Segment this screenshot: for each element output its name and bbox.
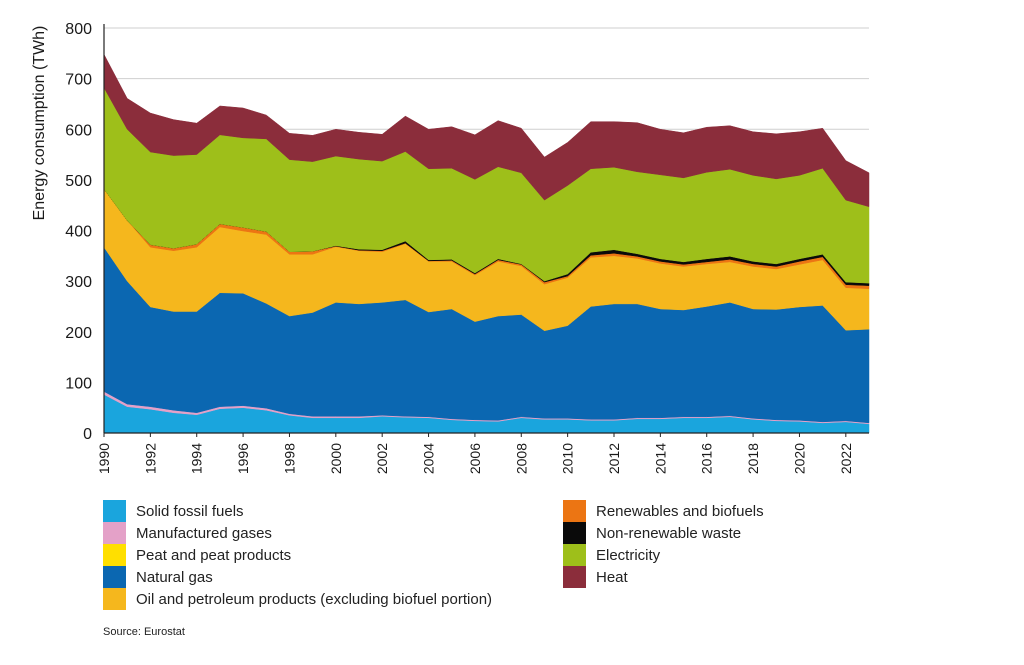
legend-label: Manufactured gases (136, 524, 272, 542)
legend-swatch (103, 544, 126, 566)
x-tick-label: 2018 (745, 443, 761, 474)
legend-swatch (103, 588, 126, 610)
legend-item-electricity: Electricity (563, 544, 660, 566)
legend-swatch (563, 566, 586, 588)
legend-swatch (563, 522, 586, 544)
x-tick-label: 2014 (652, 443, 668, 474)
x-tick-label: 1992 (142, 443, 158, 474)
legend-swatch (103, 566, 126, 588)
y-tick-label: 200 (65, 325, 92, 342)
y-tick-label: 100 (65, 375, 92, 392)
x-tick-label: 2000 (328, 443, 344, 474)
legend: Solid fossil fuels Manufactured gases Pe… (0, 500, 1024, 620)
legend-label: Renewables and biofuels (596, 502, 764, 520)
x-tick-label: 1998 (281, 443, 297, 474)
y-tick-label: 800 (65, 21, 92, 38)
x-tick-label: 2012 (606, 443, 622, 474)
x-tick-label: 2008 (513, 443, 529, 474)
x-tick-labels: 1990 1992 1994 1996 1998 2000 2002 2004 2006 2008… (96, 433, 854, 474)
legend-label: Heat (596, 568, 628, 586)
area-series-group (103, 54, 870, 434)
legend-item-non-renewable-waste: Non-renewable waste (563, 522, 741, 544)
axes (103, 24, 869, 434)
x-tick-label: 2006 (467, 443, 483, 474)
legend-item-heat: Heat (563, 566, 628, 588)
legend-label: Oil and petroleum products (excluding bi… (136, 590, 493, 608)
y-tick-label: 300 (65, 274, 92, 291)
legend-label: Solid fossil fuels (136, 502, 244, 520)
y-tick-label: 400 (65, 224, 92, 241)
legend-item-natural-gas: Natural gas (103, 566, 213, 588)
legend-swatch (563, 544, 586, 566)
y-tick-label: 600 (65, 122, 92, 139)
legend-swatch (563, 500, 586, 522)
x-tick-label: 2022 (838, 443, 854, 474)
y-axis-label: Energy consumption (TWh) (31, 26, 48, 221)
x-tick-label: 1996 (235, 443, 251, 474)
x-tick-label: 2020 (791, 443, 807, 474)
legend-label: Peat and peat products (136, 546, 292, 564)
legend-swatch (103, 500, 126, 522)
x-tick-label: 1994 (189, 443, 205, 474)
source-note: Source: Eurostat (103, 626, 185, 638)
legend-item-peat: Peat and peat products (103, 544, 291, 566)
legend-item-oil: Oil and petroleum products (excluding bi… (103, 588, 492, 610)
x-tick-label: 2016 (699, 443, 715, 474)
legend-label: Non-renewable waste (596, 524, 742, 542)
y-tick-label: 0 (83, 426, 92, 443)
legend-swatch (103, 522, 126, 544)
legend-item-manufactured-gases: Manufactured gases (103, 522, 272, 544)
legend-label: Electricity (596, 546, 661, 564)
x-tick-label: 2010 (560, 443, 576, 474)
y-tick-label: 500 (65, 173, 92, 190)
area-heat (103, 54, 870, 208)
y-tick-labels: 0 100 200 300 400 500 600 700 800 (65, 21, 92, 443)
legend-item-renewables: Renewables and biofuels (563, 500, 764, 522)
legend-label: Natural gas (136, 568, 213, 586)
x-tick-label: 1990 (96, 443, 112, 474)
x-tick-label: 2002 (374, 443, 390, 474)
legend-item-solid-fossil-fuels: Solid fossil fuels (103, 500, 244, 522)
y-tick-label: 700 (65, 72, 92, 89)
x-tick-label: 2004 (421, 443, 437, 474)
